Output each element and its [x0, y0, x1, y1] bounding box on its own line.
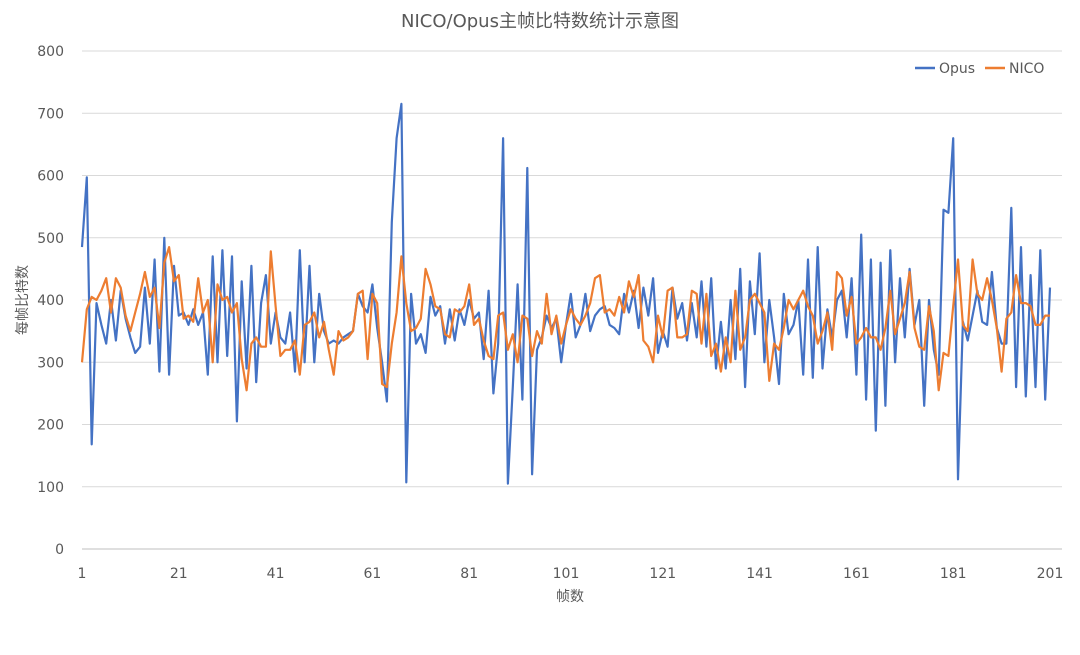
series-line-nico: [80, 246, 1050, 392]
chart-title: NICO/Opus主帧比特数统计示意图: [401, 11, 679, 32]
x-tick-label: 181: [940, 566, 967, 582]
x-axis-label: 帧数: [556, 589, 584, 605]
x-tick-label: 121: [649, 566, 676, 582]
legend: Opus NICO: [915, 61, 1044, 77]
y-tick-label: 400: [37, 293, 64, 309]
x-tick-label: 41: [267, 566, 285, 582]
y-tick-label: 700: [37, 106, 64, 122]
series-lines: [80, 102, 1052, 485]
legend-label-nico: NICO: [1009, 61, 1044, 77]
x-tick-labels: 1 21 41 61 81 101 121 141 161 181 201: [78, 566, 1064, 582]
series-line-opus: [80, 102, 1052, 485]
x-tick-label: 141: [746, 566, 773, 582]
y-tick-labels: 0 100 200 300 400 500 600 700 800: [37, 44, 64, 558]
y-axis-label: 每帧比特数: [15, 265, 31, 335]
x-tick-label: 101: [553, 566, 580, 582]
x-tick-label: 81: [460, 566, 478, 582]
y-tick-label: 0: [55, 542, 64, 558]
y-tick-label: 200: [37, 418, 64, 434]
y-tick-label: 600: [37, 169, 64, 185]
y-tick-label: 300: [37, 355, 64, 371]
x-tick-label: 201: [1037, 566, 1064, 582]
legend-label-opus: Opus: [939, 61, 975, 77]
x-tick-label: 21: [170, 566, 188, 582]
y-tick-label: 500: [37, 231, 64, 247]
x-tick-label: 161: [843, 566, 870, 582]
x-tick-label: 61: [363, 566, 381, 582]
y-tick-label: 100: [37, 480, 64, 496]
y-tick-label: 800: [37, 44, 64, 60]
x-tick-label: 1: [78, 566, 87, 582]
